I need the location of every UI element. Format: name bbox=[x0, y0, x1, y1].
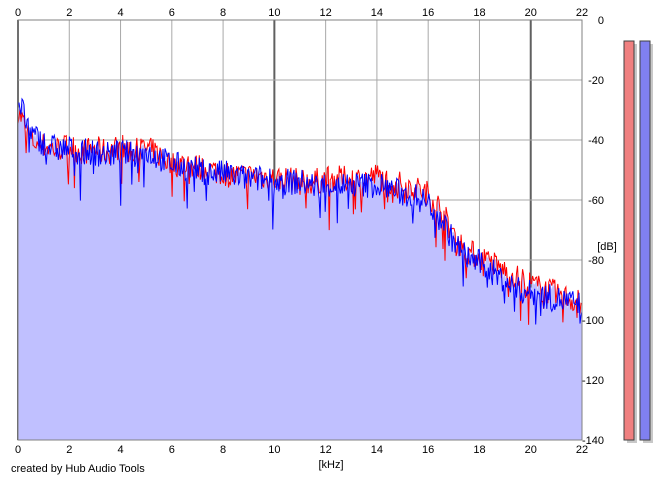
x-tick-label-bottom: 14 bbox=[371, 444, 383, 456]
x-tick-label-top: 14 bbox=[371, 7, 383, 19]
level-meters bbox=[623, 40, 653, 443]
x-tick-label-bottom: 16 bbox=[422, 444, 434, 456]
x-tick-label-bottom: 18 bbox=[473, 444, 485, 456]
y-tick-label: -60 bbox=[588, 195, 604, 207]
level-meter-bar bbox=[639, 40, 651, 441]
x-tick-label-top: 8 bbox=[220, 7, 226, 19]
x-tick-label-bottom: 12 bbox=[320, 444, 332, 456]
x-tick-label-top: 4 bbox=[117, 7, 123, 19]
x-tick-label-bottom: 22 bbox=[576, 444, 588, 456]
level-meter-bar bbox=[623, 40, 635, 441]
y-axis-label: [dB] bbox=[597, 241, 617, 253]
x-tick-label-top: 10 bbox=[268, 7, 280, 19]
x-tick-label-top: 6 bbox=[169, 7, 175, 19]
plot-border bbox=[17, 19, 583, 441]
x-tick-label-top: 22 bbox=[576, 7, 588, 19]
x-tick-label-top: 2 bbox=[66, 7, 72, 19]
y-tick-label: -100 bbox=[582, 315, 604, 327]
x-tick-label-top: 16 bbox=[422, 7, 434, 19]
y-tick-label: -140 bbox=[582, 435, 604, 447]
series-layer bbox=[17, 97, 583, 325]
y-tick-labels: 0 -20 -40 -60 -80 -100 -120 -140 bbox=[582, 15, 604, 447]
y-tick-label: -20 bbox=[588, 75, 604, 87]
x-tick-labels-top: 0 2 4 6 8 10 12 14 16 18 20 22 bbox=[15, 7, 588, 19]
x-axis-label: [kHz] bbox=[318, 459, 343, 471]
x-tick-label-top: 18 bbox=[473, 7, 485, 19]
y-tick-label: -80 bbox=[588, 255, 604, 267]
x-tick-labels-bottom: 0 2 4 6 8 10 12 14 16 18 20 22 bbox=[15, 444, 588, 456]
x-tick-label-bottom: 8 bbox=[220, 444, 226, 456]
x-tick-label-bottom: 20 bbox=[525, 444, 537, 456]
x-tick-label-top: 20 bbox=[525, 7, 537, 19]
series-line-2 bbox=[17, 97, 583, 325]
x-tick-label-top: 12 bbox=[320, 7, 332, 19]
y-tick-label: -40 bbox=[588, 135, 604, 147]
x-tick-label-bottom: 6 bbox=[169, 444, 175, 456]
x-tick-label-bottom: 10 bbox=[268, 444, 280, 456]
x-tick-label-top: 0 bbox=[15, 7, 21, 19]
y-tick-label: -120 bbox=[582, 375, 604, 387]
y-tick-label: 0 bbox=[598, 15, 604, 27]
footer-credit: created by Hub Audio Tools bbox=[11, 463, 145, 475]
x-tick-label-bottom: 0 bbox=[15, 444, 21, 456]
spectrum-fill bbox=[18, 103, 582, 440]
x-tick-label-bottom: 4 bbox=[117, 444, 123, 456]
x-tick-label-bottom: 2 bbox=[66, 444, 72, 456]
